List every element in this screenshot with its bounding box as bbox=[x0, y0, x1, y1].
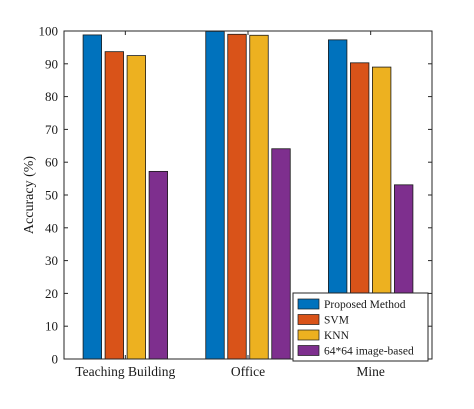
x-tick-label-teaching-building: Teaching Building bbox=[75, 364, 175, 379]
bar-knn-office bbox=[249, 34, 269, 360]
legend-swatch-knn bbox=[297, 329, 320, 341]
y-tick-label: 40 bbox=[45, 220, 58, 235]
legend-swatch-proposed-method bbox=[297, 298, 320, 310]
legend-label-64-64-image-based: 64*64 image-based bbox=[324, 346, 414, 358]
y-tick-label: 70 bbox=[45, 122, 58, 137]
x-tick-label-mine: Mine bbox=[356, 364, 385, 379]
legend-label-svm: SVM bbox=[324, 315, 349, 327]
y-tick-label: 30 bbox=[45, 253, 58, 268]
bar-svm-office bbox=[227, 33, 247, 360]
legend: Proposed Method SVM KNN 64*64 image-based bbox=[292, 292, 429, 362]
y-tick-label: 50 bbox=[45, 188, 58, 203]
y-tick-label: 90 bbox=[45, 56, 58, 71]
bar-svm-teaching-building bbox=[104, 51, 124, 360]
legend-swatch-64-64-image-based bbox=[297, 345, 320, 356]
bar-proposed-method-office bbox=[205, 30, 225, 360]
y-tick-label: 80 bbox=[45, 89, 58, 104]
legend-swatch-svm bbox=[297, 314, 320, 325]
y-tick-label: 0 bbox=[52, 352, 59, 367]
bars-layer bbox=[82, 30, 414, 360]
y-tick-label: 60 bbox=[45, 155, 58, 170]
bar-64-64-image-based-teaching-building bbox=[148, 170, 168, 360]
bar-proposed-method-teaching-building bbox=[82, 34, 102, 360]
x-tick-label-office: Office bbox=[231, 364, 265, 379]
legend-label-proposed-method: Proposed Method bbox=[324, 299, 406, 311]
y-tick-label: 100 bbox=[39, 24, 59, 39]
legend-label-knn: KNN bbox=[324, 330, 350, 342]
axis-layer: 0 10 20 30 40 50 60 70 80 90 100 Teaching Building O… bbox=[39, 24, 432, 379]
y-tick-label: 10 bbox=[45, 319, 58, 334]
bar-knn-teaching-building bbox=[126, 55, 146, 360]
bar-64-64-image-based-office bbox=[271, 148, 291, 360]
y-tick-label: 20 bbox=[45, 286, 58, 301]
y-axis-label: Accuracy (%) bbox=[22, 156, 37, 234]
